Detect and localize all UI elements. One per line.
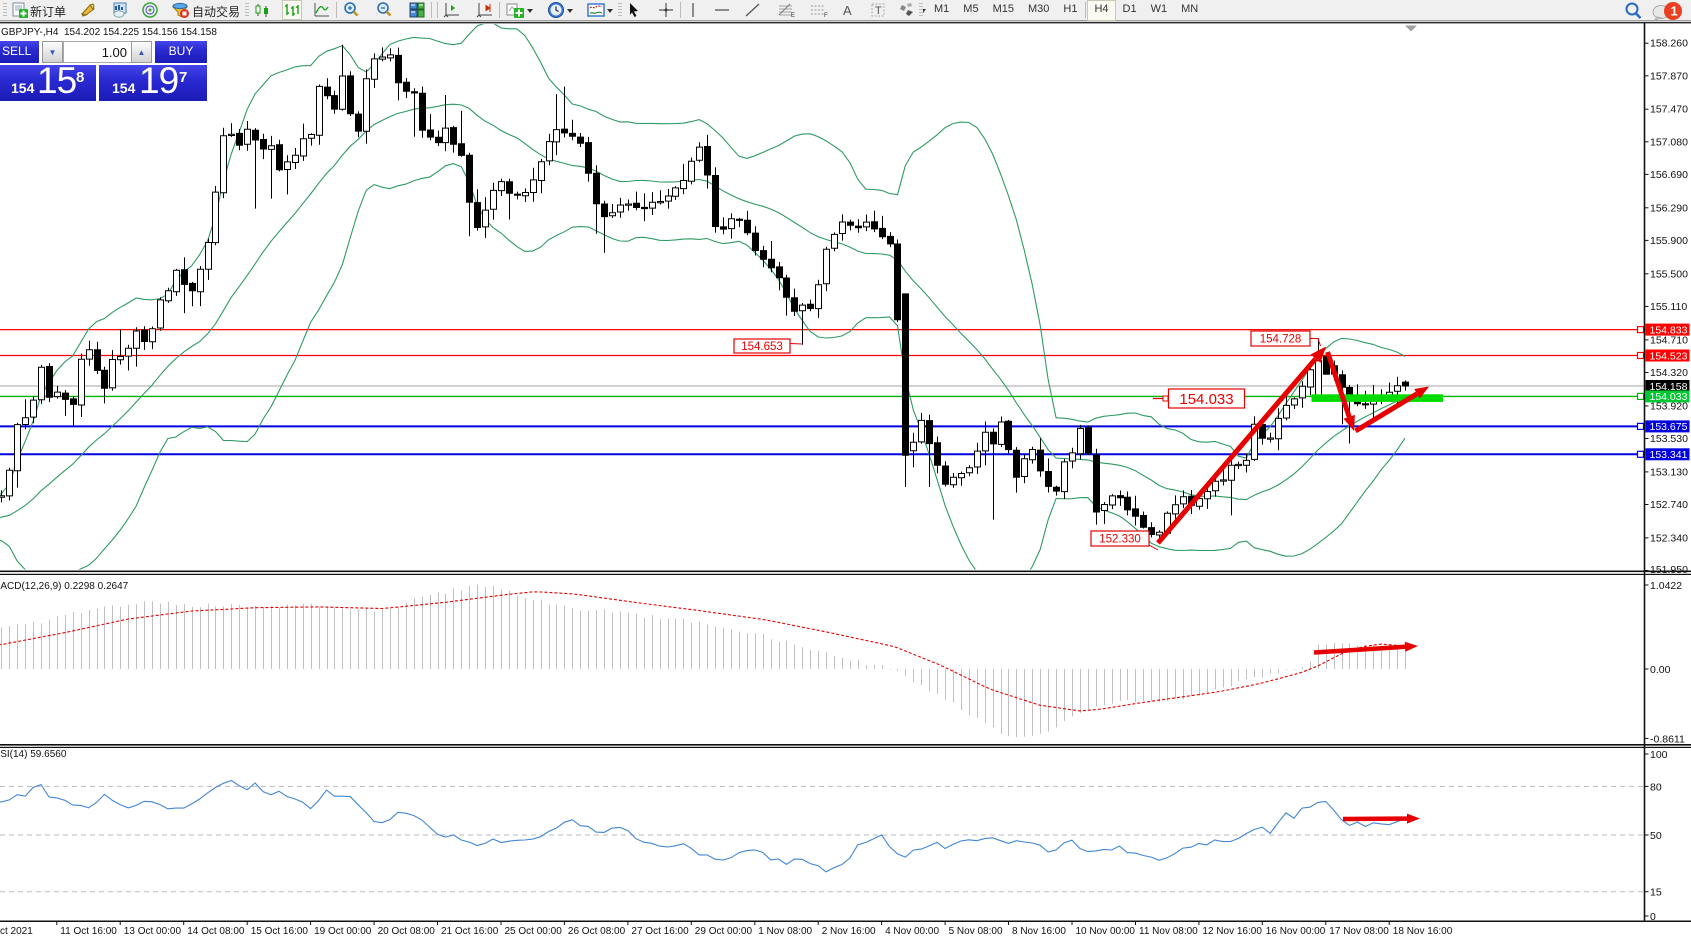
svg-text:1.0422: 1.0422	[1650, 580, 1682, 592]
svg-text:MACD(12,26,9) 0.2298 0.2647: MACD(12,26,9) 0.2298 0.2647	[0, 581, 129, 592]
svg-text:18 Nov 16:00: 18 Nov 16:00	[1393, 926, 1453, 937]
svg-text:27 Oct 16:00: 27 Oct 16:00	[631, 926, 689, 937]
svg-text:153.530: 153.530	[1650, 433, 1688, 445]
svg-text:50: 50	[1650, 830, 1662, 842]
svg-text:ct 2021: ct 2021	[0, 926, 33, 937]
svg-text:15: 15	[1650, 887, 1662, 899]
svg-text:154.833: 154.833	[1650, 324, 1688, 336]
svg-text:152.740: 152.740	[1650, 499, 1688, 511]
svg-text:153.130: 153.130	[1650, 466, 1688, 478]
svg-text:19 Oct 00:00: 19 Oct 00:00	[314, 926, 372, 937]
svg-text:152.340: 152.340	[1650, 532, 1688, 544]
svg-text:16 Nov 00:00: 16 Nov 00:00	[1266, 926, 1326, 937]
svg-text:154.158: 154.158	[1650, 381, 1688, 393]
svg-text:153.341: 153.341	[1650, 449, 1688, 461]
svg-text:154.320: 154.320	[1650, 367, 1688, 379]
svg-text:8 Nov 16:00: 8 Nov 16:00	[1012, 926, 1066, 937]
svg-text:156.290: 156.290	[1650, 202, 1688, 214]
svg-text:GBPJPY-,H4 154.202 154.225 15: GBPJPY-,H4 154.202 154.225 154.156 154.1…	[1, 27, 217, 38]
svg-text:15 Oct 16:00: 15 Oct 16:00	[251, 926, 309, 937]
svg-text:80: 80	[1650, 781, 1662, 793]
svg-text:5 Nov 08:00: 5 Nov 08:00	[949, 926, 1003, 937]
svg-text:29 Oct 00:00: 29 Oct 00:00	[695, 926, 753, 937]
svg-text:100: 100	[1650, 749, 1668, 761]
svg-text:21 Oct 16:00: 21 Oct 16:00	[441, 926, 499, 937]
svg-text:20 Oct 08:00: 20 Oct 08:00	[378, 926, 436, 937]
svg-text:25 Oct 00:00: 25 Oct 00:00	[505, 926, 563, 937]
svg-text:154.033: 154.033	[1179, 391, 1233, 408]
svg-text:12 Nov 16:00: 12 Nov 16:00	[1202, 926, 1262, 937]
svg-text:153.675: 153.675	[1650, 421, 1688, 433]
svg-text:A: A	[843, 3, 852, 18]
svg-text:156.690: 156.690	[1650, 169, 1688, 181]
svg-text:2 Nov 16:00: 2 Nov 16:00	[822, 926, 876, 937]
svg-text:4 Nov 00:00: 4 Nov 00:00	[885, 926, 939, 937]
svg-text:13 Oct 00:00: 13 Oct 00:00	[124, 926, 182, 937]
svg-text:157.870: 157.870	[1650, 70, 1688, 82]
svg-text:154.710: 154.710	[1650, 334, 1688, 346]
svg-text:154.523: 154.523	[1650, 350, 1688, 362]
svg-text:10 Nov 00:00: 10 Nov 00:00	[1076, 926, 1136, 937]
svg-text:153.920: 153.920	[1650, 400, 1688, 412]
svg-text:-0.8611: -0.8611	[1650, 733, 1685, 745]
svg-text:26 Oct 08:00: 26 Oct 08:00	[568, 926, 626, 937]
svg-text:E: E	[791, 13, 795, 19]
svg-text:154.033: 154.033	[1650, 391, 1688, 403]
svg-text:154.653: 154.653	[741, 341, 783, 353]
svg-text:157.470: 157.470	[1650, 104, 1688, 116]
svg-text:158.260: 158.260	[1650, 38, 1688, 50]
svg-text:0.00: 0.00	[1650, 664, 1671, 676]
svg-text:152.330: 152.330	[1099, 534, 1141, 546]
svg-text:0: 0	[1650, 911, 1656, 923]
svg-text:1: 1	[1671, 4, 1678, 19]
svg-text:T: T	[875, 5, 882, 17]
svg-text:157.080: 157.080	[1650, 136, 1688, 148]
svg-text:1 Nov 08:00: 1 Nov 08:00	[758, 926, 812, 937]
svg-text:155.900: 155.900	[1650, 235, 1688, 247]
svg-text:11 Oct 16:00: 11 Oct 16:00	[60, 926, 117, 937]
svg-text:154.728: 154.728	[1260, 334, 1302, 346]
svg-text:151.950: 151.950	[1650, 564, 1688, 576]
svg-text:11 Nov 08:00: 11 Nov 08:00	[1139, 926, 1198, 937]
svg-text:F: F	[824, 13, 828, 19]
svg-text:155.500: 155.500	[1650, 268, 1688, 280]
svg-text:14 Oct 08:00: 14 Oct 08:00	[187, 926, 245, 937]
svg-text:RSI(14) 59.6560: RSI(14) 59.6560	[0, 749, 67, 760]
svg-text:17 Nov 08:00: 17 Nov 08:00	[1329, 926, 1389, 937]
svg-text:155.110: 155.110	[1650, 301, 1687, 313]
